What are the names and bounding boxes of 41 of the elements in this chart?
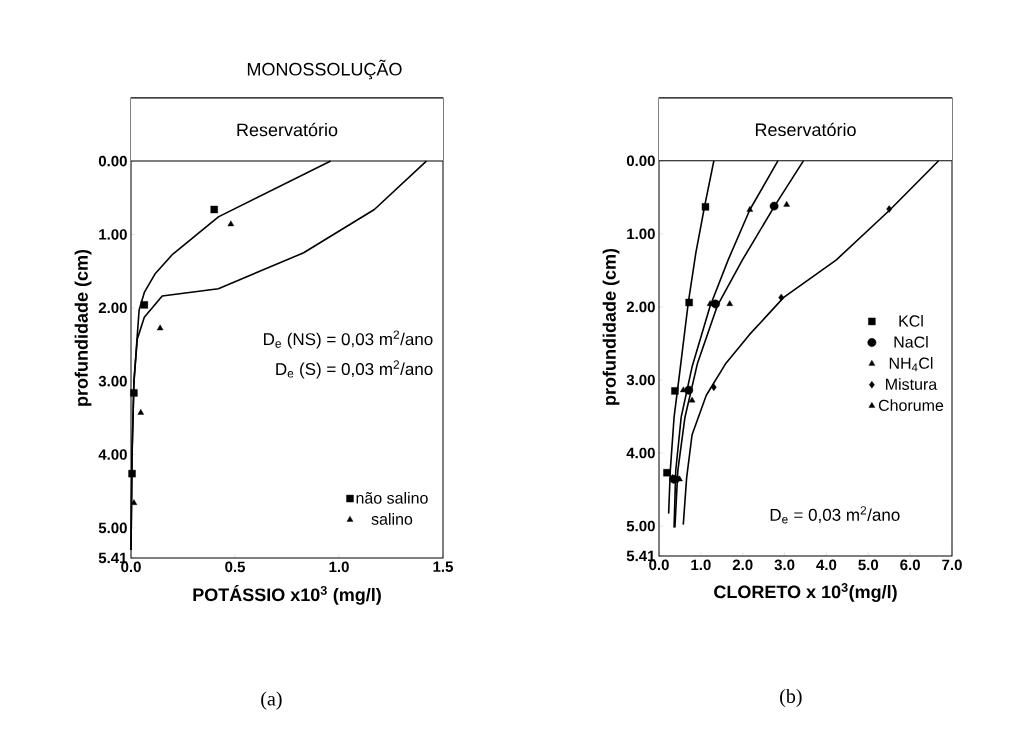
x-tick-label: 1.0: [329, 561, 349, 573]
y-tick-label: 5.00: [626, 520, 655, 532]
y-tick-label: 3.00: [626, 374, 655, 386]
x-tick-label: 5.0: [858, 559, 879, 571]
x-tick-label: 6.0: [900, 559, 920, 571]
legend-label: não salino: [356, 492, 428, 504]
y-tick-label: 0.00: [98, 155, 127, 167]
y-tick-label: 5.00: [98, 522, 127, 534]
legend-label: Chorume: [878, 399, 944, 412]
x-tick-label: 0.5: [225, 561, 246, 573]
text: (a): [261, 691, 282, 710]
legend-label: NH$_{4}$Cl: [889, 357, 933, 372]
legend-label: KCl: [899, 314, 923, 327]
x-tick-label: 1.5: [433, 561, 454, 572]
chart-title: MONOSSOLUÇÃO: [247, 59, 402, 80]
x-tick-label: 2.0: [732, 559, 753, 571]
band-label: Reservatório: [755, 122, 856, 137]
annotation: D$_{e}$ (S) = 0,03 m$^{2}$/ano: [276, 360, 433, 379]
y-tick-label: 0.00: [626, 155, 655, 167]
x-tick-label: 3.0: [774, 559, 795, 571]
x-axis-title: CLORETO x 10$^{3}$(mg/l): [714, 583, 897, 602]
annotation: D$_{e}$ = 0,03 m$^{2}$/ano: [770, 506, 900, 524]
x-axis-title: POTÁSSIO x10$^{3}$ (mg/l): [193, 585, 381, 605]
legend-label: salino: [371, 513, 413, 525]
y-tick-label: 4.00: [626, 447, 655, 459]
y-tick-label: 1.00: [99, 229, 127, 240]
y-tick-label: 2.00: [626, 301, 655, 313]
x-tick-label: 7.0: [942, 559, 962, 571]
y-axis-title: profundidade (cm): [74, 249, 92, 406]
band-label: Reservatório: [237, 122, 338, 137]
y-axis-title: profundidade (cm): [602, 248, 620, 405]
text: (b): [780, 688, 802, 708]
y-tick-label: 3.00: [98, 375, 127, 387]
legend-label: NaCl: [894, 336, 928, 348]
y-tick-label: 4.00: [98, 449, 127, 460]
y-tick-label: 2.00: [98, 302, 127, 314]
annotation: D$_{e}$ (NS) = 0,03 m$^{2}$/ano: [264, 330, 433, 349]
legend-label: Mistura: [886, 378, 938, 390]
y-tick-label: 1.00: [627, 228, 655, 240]
x-tick-label: 4.0: [816, 559, 837, 571]
x-tick-label: 1.0: [691, 559, 711, 571]
